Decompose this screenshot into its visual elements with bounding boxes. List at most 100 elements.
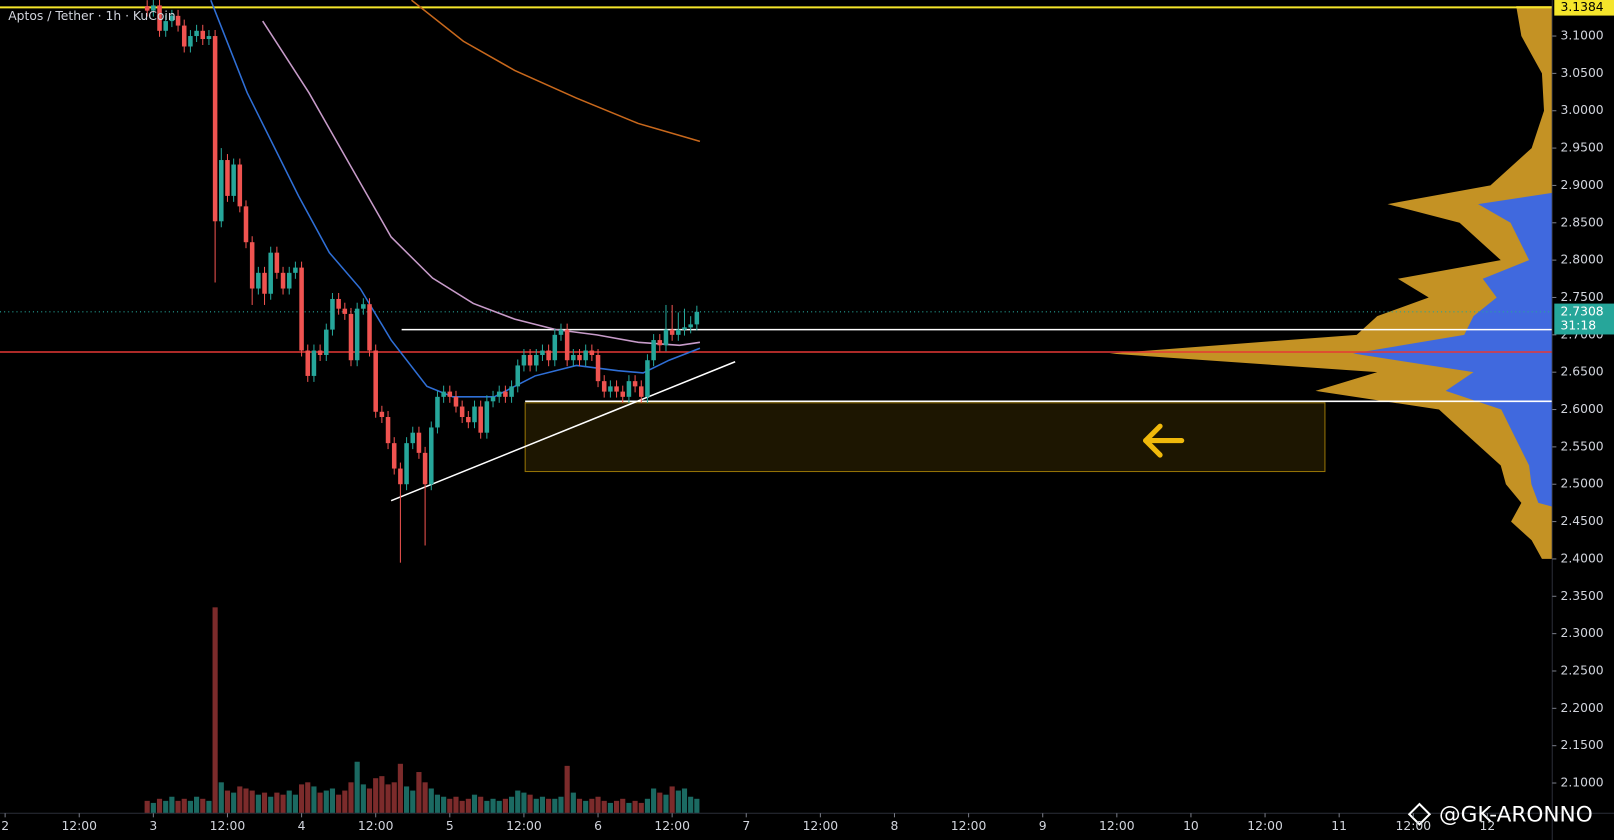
- volume-bar: [478, 796, 484, 814]
- volume-bar: [570, 792, 576, 814]
- volume-bar: [280, 794, 286, 814]
- volume-bar: [533, 798, 539, 814]
- candle-body: [373, 350, 378, 412]
- candle-body: [200, 30, 206, 40]
- x-tick-label: 12:00: [1247, 819, 1283, 833]
- volume-bar: [156, 798, 163, 814]
- candle-body: [151, 5, 156, 11]
- volume-bar: [261, 792, 268, 814]
- candle-body: [188, 36, 193, 47]
- x-tick-label: 12:00: [506, 819, 542, 833]
- volume-bar: [224, 790, 231, 814]
- volume-bar: [422, 782, 428, 814]
- candle-body: [669, 329, 675, 335]
- volume-bar: [441, 796, 447, 814]
- y-tick-label: 2.4500: [1560, 514, 1603, 528]
- volume-bar: [576, 798, 583, 814]
- volume-bar: [373, 778, 379, 814]
- volume-bar: [675, 790, 681, 814]
- candle-body: [225, 160, 230, 196]
- candle-body: [490, 396, 496, 402]
- watermark-logo: [1407, 802, 1432, 826]
- volume-bar: [434, 794, 441, 814]
- volume-bar: [632, 800, 638, 814]
- volume-bar: [305, 782, 311, 814]
- candle-body: [626, 381, 632, 397]
- y-tick-label: 2.6500: [1560, 365, 1603, 379]
- candle-body: [509, 386, 514, 397]
- volume-bar: [274, 792, 280, 814]
- x-tick-label: 3: [149, 819, 157, 833]
- y-tick-label: 2.5000: [1560, 477, 1603, 491]
- candle-body: [237, 164, 243, 207]
- volume-bar: [681, 788, 688, 814]
- volume-bar: [336, 794, 342, 814]
- volume-bar: [323, 790, 329, 814]
- volume-bar: [175, 800, 181, 814]
- volume-bar: [583, 800, 589, 814]
- candle-body: [410, 432, 416, 444]
- x-tick-label: 12:00: [210, 819, 246, 833]
- x-tick-label: 10: [1183, 819, 1199, 833]
- candle-body: [379, 411, 385, 418]
- candle-body: [416, 432, 422, 453]
- candle-body: [256, 272, 261, 289]
- last-price-label: 2.7308: [1560, 304, 1603, 318]
- candle-body: [219, 160, 224, 222]
- volume-bar: [539, 796, 546, 814]
- volume-bar: [187, 800, 193, 814]
- x-tick-label: 4: [298, 819, 306, 833]
- candle-body: [540, 350, 545, 356]
- volume-bar: [366, 788, 373, 814]
- volume-bar: [200, 798, 206, 814]
- candle-body: [503, 391, 508, 397]
- candle-body: [527, 355, 533, 366]
- y-tick-label: 3.0000: [1560, 103, 1603, 117]
- volume-bar: [144, 800, 150, 814]
- logo-diamond: [1407, 802, 1432, 826]
- candle-body: [651, 340, 656, 361]
- volume-bar: [385, 784, 391, 814]
- candle-body: [157, 5, 162, 31]
- volume-bar: [490, 798, 496, 814]
- candle-body: [404, 443, 409, 485]
- candle-body: [552, 334, 558, 361]
- y-tick-label: 2.4000: [1560, 551, 1603, 565]
- chart-title: Aptos / Tether · 1h · KuCoin: [8, 9, 175, 23]
- candle-body: [657, 340, 663, 346]
- candle-body: [515, 365, 521, 387]
- high-tag: [1554, 0, 1614, 16]
- volume-bar: [403, 786, 410, 814]
- volume-bar: [601, 800, 607, 814]
- x-tick-label: 12: [1480, 819, 1496, 833]
- volume-bar: [502, 798, 508, 814]
- y-tick-label: 2.2500: [1560, 663, 1603, 677]
- volume-bar: [194, 796, 200, 814]
- volume-profile: [1109, 6, 1553, 559]
- candle-body: [169, 15, 175, 22]
- y-tick-label: 2.1500: [1560, 738, 1603, 752]
- volume-bar: [181, 798, 187, 814]
- y-tick-label: 2.3000: [1560, 626, 1603, 640]
- volume-bar: [521, 792, 527, 814]
- candle-body: [571, 355, 576, 361]
- candle-body: [262, 272, 267, 294]
- candle-body: [472, 406, 477, 423]
- candle-body: [367, 304, 372, 351]
- candle-body: [194, 30, 199, 37]
- volume-bar: [453, 796, 459, 814]
- volume-bar: [218, 782, 224, 814]
- volume-bar: [163, 800, 169, 814]
- x-tick-label: 2: [1, 819, 9, 833]
- arrow: [1143, 423, 1185, 458]
- high-tag-label: 3.1384: [1560, 0, 1603, 14]
- candle-body: [324, 329, 329, 356]
- x-tick-label: 7: [742, 819, 750, 833]
- candle-body: [305, 350, 311, 376]
- candle-body: [620, 391, 626, 397]
- volume-bar: [564, 765, 570, 814]
- volume-bar: [255, 794, 261, 814]
- plot-layer: [0, 0, 1553, 814]
